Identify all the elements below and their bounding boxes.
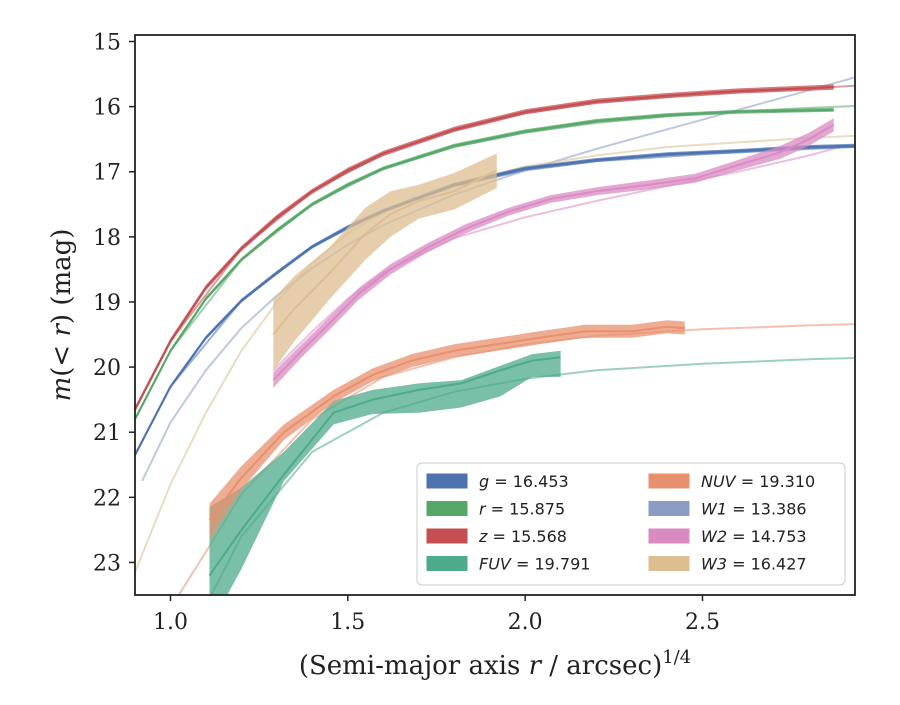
y-axis-label-part: ) (mag) [47, 229, 77, 325]
x-axis-label-part: / arcsec) [541, 651, 662, 681]
y-tick-label: 21 [93, 421, 121, 446]
band-w3 [273, 153, 497, 371]
x-tick-label: 2.0 [508, 610, 543, 635]
x-tick-label: 2.5 [685, 610, 720, 635]
y-axis-label-part: (< [47, 337, 77, 377]
x-tick-label: 1.5 [330, 610, 365, 635]
legend-label-value: = 16.427 [727, 555, 807, 574]
legend-label-g: g = 16.453 [479, 472, 569, 491]
legend-label-value: = 16.453 [489, 472, 569, 491]
y-tick-label: 23 [93, 551, 121, 576]
plot-frame [134, 34, 856, 596]
x-tick-label: 1.0 [153, 610, 188, 635]
profile-line-w2 [272, 124, 835, 381]
legend-label-value: = 19.791 [511, 555, 591, 574]
legend-swatch-r [426, 501, 468, 516]
legend-label-value: = 15.568 [487, 527, 567, 546]
legend-label-value: = 14.753 [727, 527, 807, 546]
legend-label-w1: W1 = 13.386 [701, 500, 807, 519]
profile-line-z [135, 86, 834, 410]
y-axis-label: m(< r) (mag) [47, 229, 77, 402]
legend-label-w2: W2 = 14.753 [701, 527, 807, 546]
legend-label-r: r = 15.875 [479, 500, 565, 519]
legend-label-value: = 13.386 [727, 500, 807, 519]
y-tick-label: 19 [93, 291, 121, 316]
legend-swatch-w2 [648, 528, 690, 544]
y-tick-label: 22 [93, 486, 121, 511]
profile-line-nuv [208, 325, 685, 521]
plot-area [135, 76, 855, 595]
x-axis-label-part: r [529, 651, 543, 681]
legend-swatch-w1 [648, 501, 690, 516]
legend-swatch-nuv [648, 473, 690, 489]
profile-line-fuv [208, 356, 561, 577]
profile-line-w3 [272, 169, 498, 336]
legend-label-band-name: W2 [701, 527, 727, 546]
legend-label-nuv: NUV = 19.310 [701, 472, 815, 491]
legend-label-value: = 19.310 [736, 472, 816, 491]
y-axis-label-part: m [47, 377, 77, 402]
profile-line-r [135, 108, 834, 420]
y-tick-label: 18 [93, 226, 121, 251]
y-tick-label: 16 [93, 96, 121, 121]
profile-line-g [135, 144, 855, 456]
legend-label-value: = 15.875 [486, 500, 566, 519]
legend-label-band-name: FUV [479, 555, 512, 574]
legend-label-band-name: g [479, 472, 489, 491]
model-curve-w2 [272, 144, 845, 372]
y-tick-label: 17 [93, 161, 121, 186]
legend-swatch-z [426, 528, 468, 544]
legend-swatch-w3 [648, 556, 690, 571]
legend-box [416, 462, 846, 586]
x-axis-label-exponent: 1/4 [662, 647, 691, 668]
legend-label-band-name: NUV [701, 472, 737, 491]
legend-label-band-name: W3 [701, 555, 727, 574]
x-axis-label-part: (Semi-major axis [299, 651, 529, 681]
legend-swatch-fuv [426, 556, 468, 571]
y-tick-label: 20 [93, 356, 121, 381]
legend-label-band-name: W1 [701, 500, 727, 519]
y-tick-label: 15 [93, 31, 121, 56]
legend-swatch-g [426, 473, 468, 489]
legend-label-band-name: r [479, 500, 487, 519]
band-fuv [209, 350, 561, 595]
legend-label-w3: W3 = 16.427 [701, 555, 807, 574]
legend-label-band-name: z [478, 527, 488, 546]
legend-label-fuv: FUV = 19.791 [479, 555, 590, 574]
legend-label-z: z = 15.568 [478, 527, 567, 546]
x-axis-label: (Semi-major axis r / arcsec)1/4 [299, 647, 691, 681]
y-axis-label-part: r [47, 323, 77, 337]
